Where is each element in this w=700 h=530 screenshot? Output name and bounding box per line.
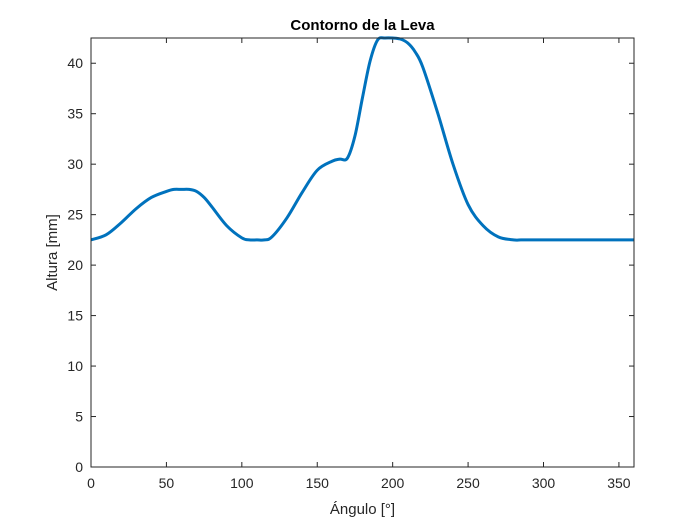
series-layer: [91, 36, 634, 242]
x-tick-label: 300: [532, 475, 556, 491]
x-axis-label: Ángulo [°]: [330, 501, 395, 518]
y-tick-label: 30: [67, 156, 83, 172]
y-axis-label: Altura [mm]: [44, 214, 61, 291]
x-tick-labels: 0 50 100 150 200 250 300 350: [87, 475, 631, 491]
plot-area: [91, 38, 634, 467]
y-tick-label: 20: [67, 257, 83, 273]
x-tick-label: 200: [381, 475, 405, 491]
x-tick-label: 100: [230, 475, 254, 491]
y-tick-label: 0: [75, 459, 83, 475]
y-tick-label: 40: [67, 55, 83, 71]
y-tick-label: 25: [67, 207, 83, 223]
y-tick-labels: 0 5 10 15 20 25 30 35 40: [67, 55, 83, 475]
y-tick-label: 35: [67, 106, 83, 122]
y-tick-label: 15: [67, 308, 83, 324]
x-tick-label: 50: [159, 475, 175, 491]
x-tick-label: 250: [456, 475, 480, 491]
chart-title: Contorno de la Leva: [290, 17, 435, 34]
series-line: [91, 36, 634, 242]
y-tick-label: 10: [67, 358, 83, 374]
x-tick-label: 0: [87, 475, 95, 491]
axes-box: [90, 37, 635, 468]
x-tick-label: 350: [607, 475, 631, 491]
x-tick-label: 150: [306, 475, 330, 491]
y-tick-label: 5: [75, 409, 83, 425]
